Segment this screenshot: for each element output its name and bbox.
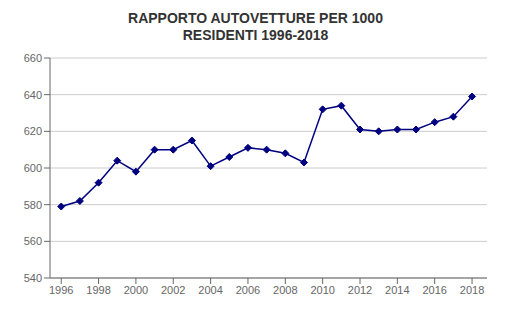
svg-text:620: 620 bbox=[24, 125, 42, 137]
svg-text:2002: 2002 bbox=[161, 284, 185, 296]
svg-text:640: 640 bbox=[24, 89, 42, 101]
svg-text:660: 660 bbox=[24, 52, 42, 64]
svg-text:2006: 2006 bbox=[236, 284, 260, 296]
svg-text:580: 580 bbox=[24, 199, 42, 211]
html-text:RESIDENTI 1996-2018: RESIDENTI 1996-2018 bbox=[182, 27, 329, 43]
svg-text:560: 560 bbox=[24, 235, 42, 247]
svg-text:2012: 2012 bbox=[348, 284, 372, 296]
svg-text:600: 600 bbox=[24, 162, 42, 174]
svg-text:1996: 1996 bbox=[49, 284, 73, 296]
svg-text:2000: 2000 bbox=[124, 284, 148, 296]
svg-text:1998: 1998 bbox=[86, 284, 110, 296]
svg-text:540: 540 bbox=[24, 272, 42, 284]
svg-text:2016: 2016 bbox=[422, 284, 446, 296]
html-text:RAPPORTO AUTOVETTURE PER 1000: RAPPORTO AUTOVETTURE PER 1000 bbox=[128, 10, 383, 26]
svg-text:2004: 2004 bbox=[198, 284, 222, 296]
svg-text:2010: 2010 bbox=[310, 284, 334, 296]
svg-text:2008: 2008 bbox=[273, 284, 297, 296]
svg-text:2018: 2018 bbox=[460, 284, 484, 296]
svg-text:2014: 2014 bbox=[385, 284, 409, 296]
